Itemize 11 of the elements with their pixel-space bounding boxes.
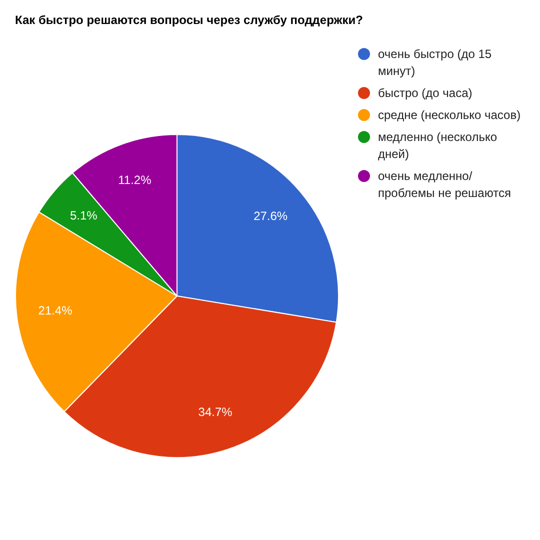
data-label: 34.7% bbox=[198, 404, 233, 419]
data-label: 27.6% bbox=[254, 208, 288, 223]
legend-label: очень медленно/ проблемы не решаются bbox=[378, 169, 511, 200]
legend-label: очень быстро (до 15 минут) bbox=[378, 47, 492, 78]
legend-label: средне (несколько часов) bbox=[378, 108, 521, 122]
data-label: 21.4% bbox=[38, 304, 73, 318]
legend-label: быстро (до часа) bbox=[378, 86, 472, 100]
chart-title: Как быстро решаются вопросы через службу поддержки? bbox=[15, 13, 363, 27]
data-label: 11.2% bbox=[118, 173, 152, 188]
data-label: 5.1% bbox=[70, 208, 98, 223]
legend-label: медленно (несколько дней) bbox=[378, 130, 498, 161]
